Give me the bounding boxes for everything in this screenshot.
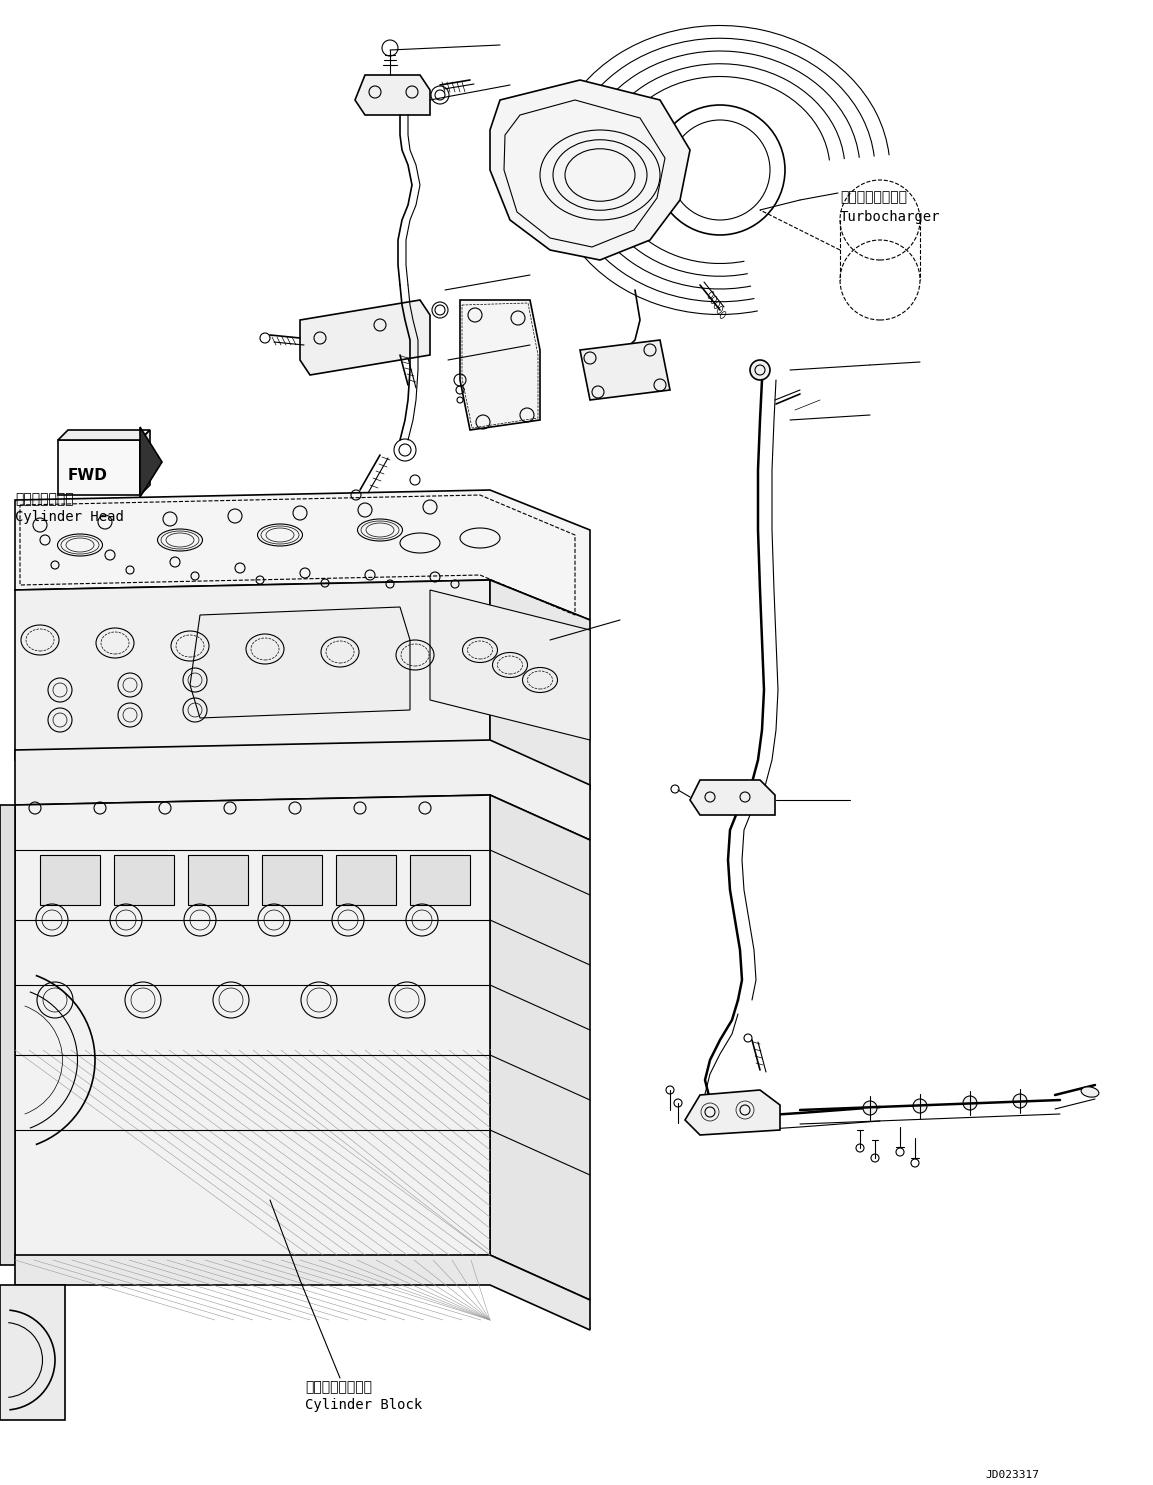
Polygon shape <box>355 76 430 114</box>
Text: Cylinder Block: Cylinder Block <box>306 1397 422 1412</box>
Polygon shape <box>15 581 490 760</box>
Text: シリンダヘッド: シリンダヘッド <box>15 492 74 506</box>
Polygon shape <box>15 490 590 621</box>
Bar <box>410 855 470 904</box>
Polygon shape <box>190 607 410 719</box>
Polygon shape <box>15 740 590 841</box>
Polygon shape <box>685 1090 779 1135</box>
Circle shape <box>862 1100 877 1115</box>
Polygon shape <box>580 340 670 399</box>
Circle shape <box>749 359 770 380</box>
Bar <box>262 855 322 904</box>
Circle shape <box>1013 1094 1027 1108</box>
Text: ターボチャージャ: ターボチャージャ <box>841 190 907 203</box>
Polygon shape <box>15 794 490 1265</box>
Circle shape <box>963 1096 977 1109</box>
Polygon shape <box>0 805 15 1265</box>
Polygon shape <box>460 300 540 431</box>
Polygon shape <box>430 590 590 740</box>
Bar <box>40 855 100 904</box>
Polygon shape <box>15 1255 590 1331</box>
Circle shape <box>913 1099 927 1112</box>
Text: シリンダブロック: シリンダブロック <box>306 1380 372 1394</box>
Polygon shape <box>490 581 590 790</box>
Text: FWD: FWD <box>68 468 108 483</box>
Bar <box>336 855 395 904</box>
Polygon shape <box>58 431 150 440</box>
Polygon shape <box>0 1285 65 1420</box>
Text: Turbocharger: Turbocharger <box>841 209 941 224</box>
Polygon shape <box>140 428 163 497</box>
Text: Cylinder Head: Cylinder Head <box>15 509 123 524</box>
Ellipse shape <box>1082 1087 1099 1097</box>
Polygon shape <box>300 300 430 376</box>
Polygon shape <box>58 440 140 495</box>
Polygon shape <box>490 80 689 260</box>
Polygon shape <box>140 431 150 495</box>
Polygon shape <box>689 780 775 815</box>
Bar <box>114 855 174 904</box>
Text: JD023317: JD023317 <box>985 1470 1039 1481</box>
Bar <box>188 855 248 904</box>
Polygon shape <box>490 794 590 1299</box>
